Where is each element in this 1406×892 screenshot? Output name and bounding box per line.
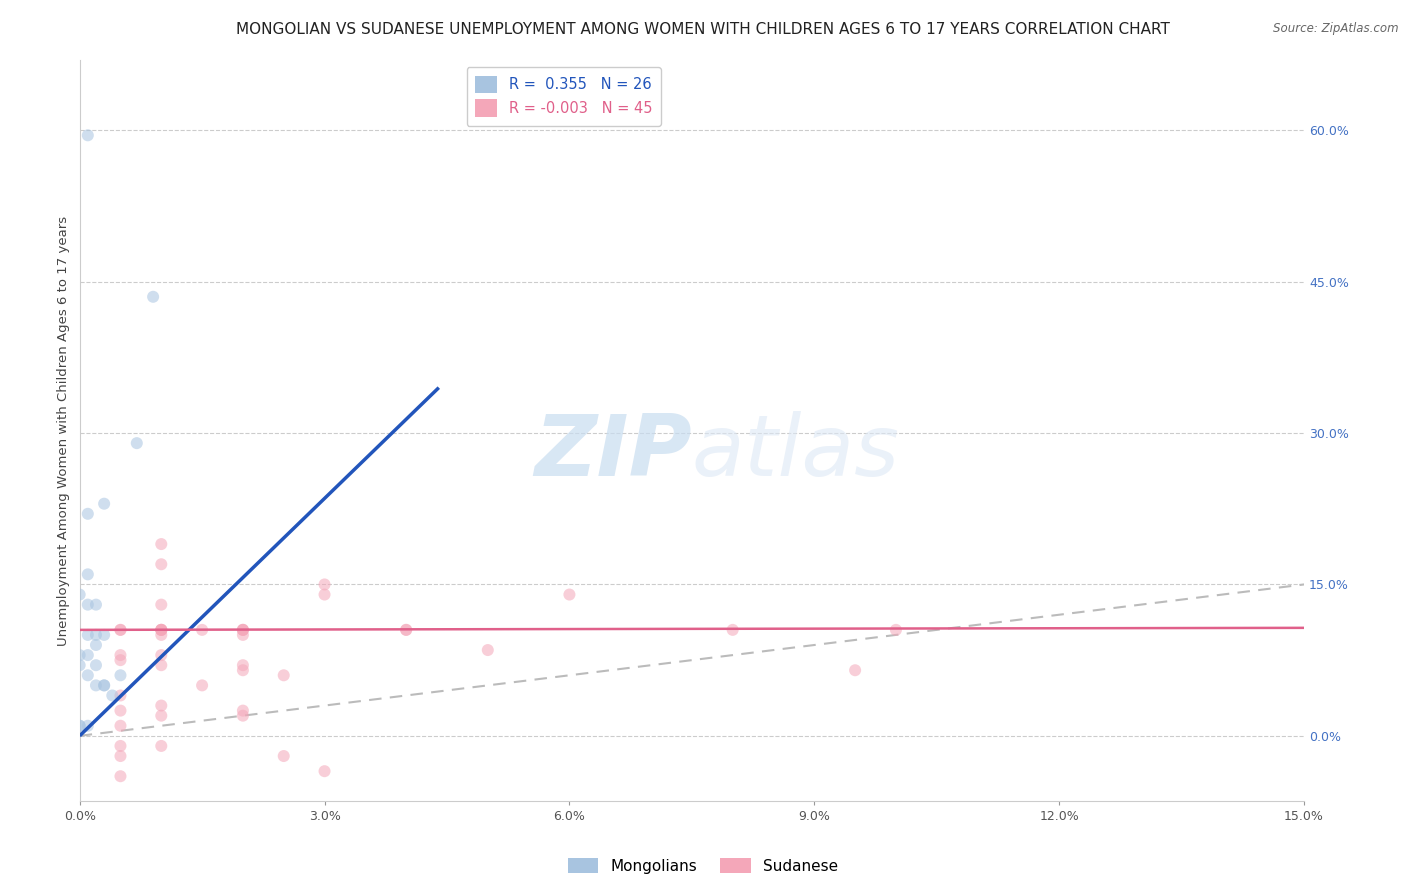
Point [84, 678, 107, 692]
Point [142, 290, 165, 304]
Point [110, 648, 132, 662]
Point [84, 598, 107, 612]
Point [191, 623, 214, 637]
Point [884, 623, 907, 637]
Point [150, 739, 173, 753]
Point [314, 577, 336, 591]
Point [110, 668, 132, 682]
Point [150, 623, 173, 637]
Point [150, 623, 173, 637]
Point [110, 653, 132, 667]
Point [110, 719, 132, 733]
Point [395, 623, 418, 637]
Point [232, 623, 254, 637]
Point [150, 698, 173, 713]
Point [84, 658, 107, 673]
Text: Source: ZipAtlas.com: Source: ZipAtlas.com [1274, 22, 1399, 36]
Point [110, 739, 132, 753]
Y-axis label: Unemployment Among Women with Children Ages 6 to 17 years: Unemployment Among Women with Children A… [58, 216, 70, 646]
Point [84, 638, 107, 652]
Point [232, 623, 254, 637]
Point [110, 623, 132, 637]
Point [721, 623, 744, 637]
Point [150, 558, 173, 572]
Point [69, 658, 91, 673]
Point [314, 764, 336, 779]
Point [232, 628, 254, 642]
Point [101, 689, 124, 703]
Point [76, 598, 98, 612]
Point [232, 704, 254, 718]
Point [150, 598, 173, 612]
Point [110, 704, 132, 718]
Point [232, 658, 254, 673]
Point [150, 648, 173, 662]
Point [844, 663, 866, 677]
Point [273, 668, 295, 682]
Point [76, 719, 98, 733]
Legend: Mongolians, Sudanese: Mongolians, Sudanese [562, 852, 844, 880]
Text: MONGOLIAN VS SUDANESE UNEMPLOYMENT AMONG WOMEN WITH CHILDREN AGES 6 TO 17 YEARS : MONGOLIAN VS SUDANESE UNEMPLOYMENT AMONG… [236, 22, 1170, 37]
Point [110, 749, 132, 764]
Legend: R =  0.355   N = 26, R = -0.003   N = 45: R = 0.355 N = 26, R = -0.003 N = 45 [467, 67, 661, 126]
Point [273, 749, 295, 764]
Point [69, 648, 91, 662]
Point [232, 623, 254, 637]
Point [395, 623, 418, 637]
Point [150, 708, 173, 723]
Point [150, 623, 173, 637]
Point [110, 769, 132, 783]
Point [232, 708, 254, 723]
Point [69, 719, 91, 733]
Point [314, 588, 336, 602]
Point [76, 648, 98, 662]
Point [69, 588, 91, 602]
Point [150, 628, 173, 642]
Point [150, 537, 173, 551]
Point [93, 678, 115, 692]
Point [93, 678, 115, 692]
Point [76, 668, 98, 682]
Point [69, 719, 91, 733]
Point [150, 623, 173, 637]
Point [110, 689, 132, 703]
Point [558, 588, 581, 602]
Point [93, 497, 115, 511]
Point [76, 628, 98, 642]
Text: ZIP: ZIP [534, 411, 692, 494]
Point [76, 567, 98, 582]
Point [93, 628, 115, 642]
Point [477, 643, 499, 657]
Point [191, 678, 214, 692]
Point [76, 507, 98, 521]
Point [76, 128, 98, 143]
Point [125, 436, 148, 450]
Point [110, 623, 132, 637]
Point [84, 628, 107, 642]
Point [232, 663, 254, 677]
Point [150, 658, 173, 673]
Text: atlas: atlas [692, 411, 900, 494]
